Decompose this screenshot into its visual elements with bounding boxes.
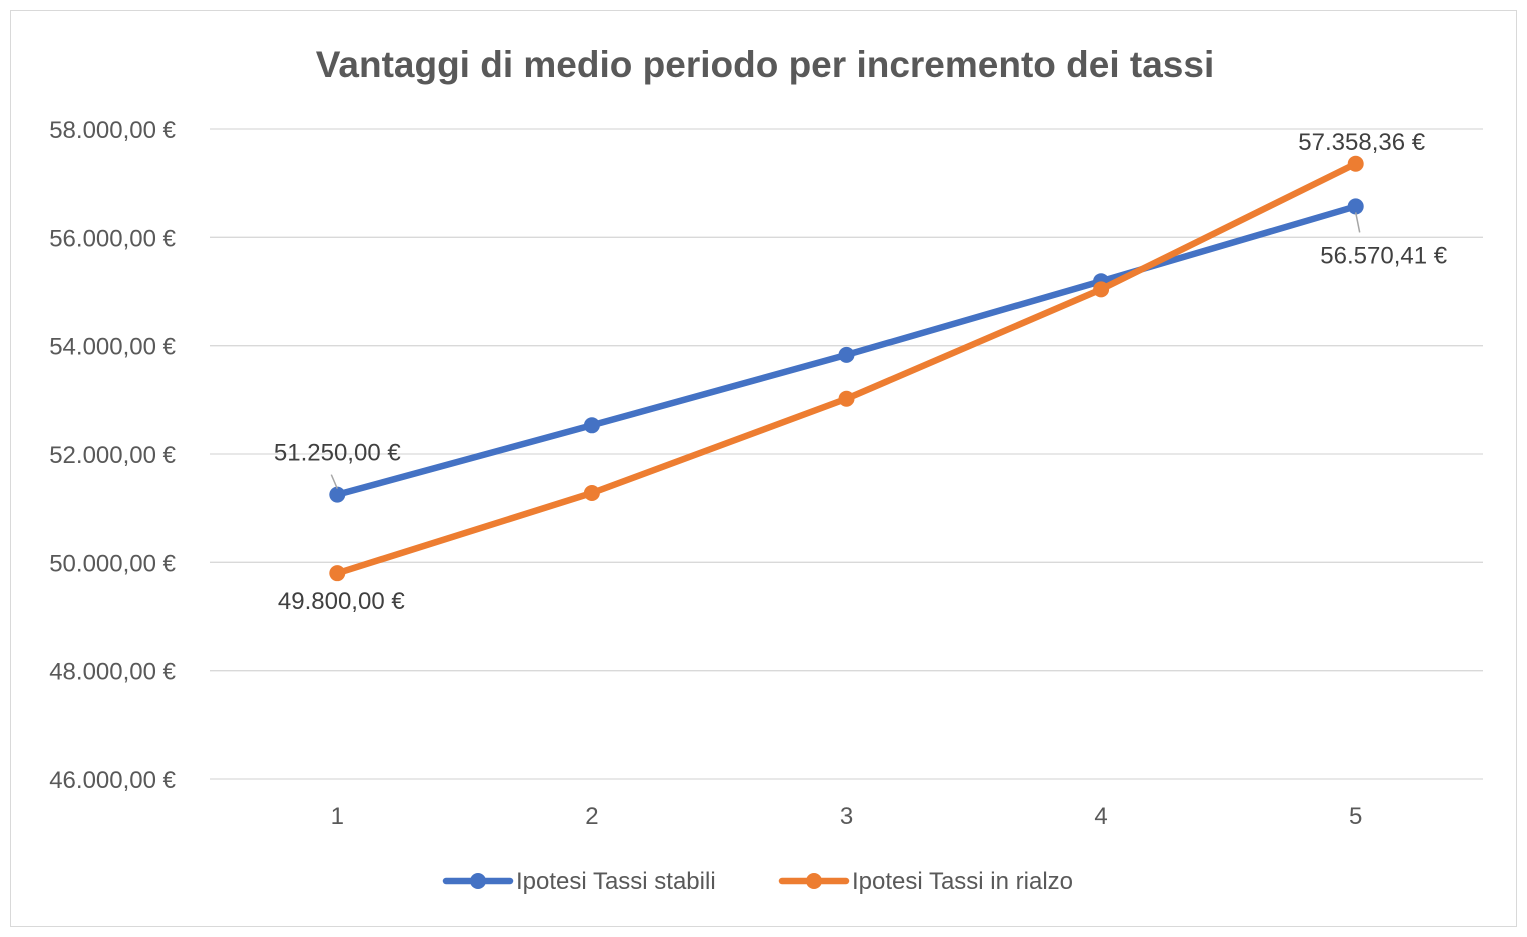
data-point-series-1 (838, 346, 855, 363)
data-label-leader (1354, 212, 1361, 233)
y-tick-label: 56.000,00 € (49, 225, 176, 252)
legend-label: Ipotesi Tassi stabili (516, 868, 716, 895)
series-line-2 (334, 160, 1359, 577)
data-point-series-1 (1347, 198, 1364, 215)
data-point-series-2 (329, 565, 346, 582)
data-point-series-2 (583, 485, 600, 501)
gridlines (210, 128, 1483, 780)
legend-label: Ipotesi Tassi in rialzo (852, 868, 1073, 895)
legend-swatch-marker (470, 873, 486, 889)
x-tick-label: 5 (1349, 803, 1362, 830)
y-tick-label: 50.000,00 € (49, 550, 176, 577)
data-point-series-1 (329, 486, 346, 503)
data-point-series-2 (838, 390, 855, 407)
data-label: 57.358,36 € (1298, 129, 1425, 156)
x-tick-label: 4 (1094, 803, 1107, 830)
data-point-series-2 (1093, 281, 1110, 298)
x-tick-label: 2 (585, 803, 598, 830)
y-tick-label: 46.000,00 € (49, 767, 176, 794)
data-point-series-2 (1347, 155, 1364, 172)
y-tick-label: 54.000,00 € (49, 334, 176, 361)
legend-swatch-marker (806, 873, 822, 889)
chart-title: Vantaggi di medio periodo per incremento… (316, 44, 1214, 85)
y-tick-label: 52.000,00 € (49, 442, 176, 469)
data-label-leader (330, 474, 338, 489)
y-tick-label: 48.000,00 € (49, 659, 176, 686)
data-label: 51.250,00 € (274, 440, 401, 467)
chart-area (10, 10, 1517, 927)
y-axis-tick-labels: 46.000,00 € 48.000,00 € 50.000,00 € 52.000,… (49, 117, 176, 794)
data-label: 56.570,41 € (1320, 242, 1447, 269)
legend: Ipotesi Tassi stabili Ipotesi Tassi in ri… (442, 868, 1073, 895)
data-labels: 51.250,00 € 56.570,41 € 49.800,00 € 57.358,… (274, 129, 1448, 615)
data-label: 49.800,00 € (278, 588, 405, 615)
x-axis-tick-labels: 1 2 3 4 5 (331, 803, 1363, 830)
x-tick-label: 3 (840, 803, 853, 830)
x-tick-label: 1 (331, 803, 344, 830)
series-lines (329, 155, 1364, 582)
data-point-series-1 (583, 417, 600, 434)
y-tick-label: 58.000,00 € (49, 117, 176, 144)
